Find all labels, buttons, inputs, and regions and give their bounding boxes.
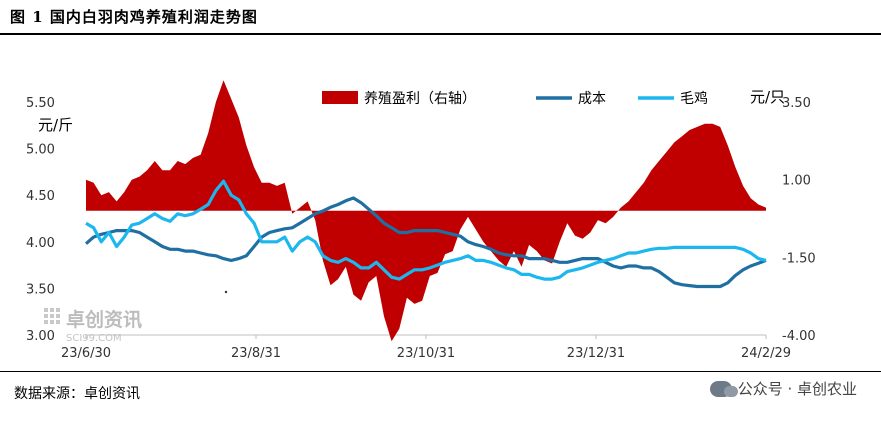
source-note: 数据来源：卓创资讯 [14,386,140,402]
x-tick-label: 23/10/31 [397,346,455,361]
legend-label: 成本 [578,91,606,107]
legend-item: 毛鸡 [638,90,708,107]
left-tick-label: 3.00 [26,329,55,344]
left-tick-label: 4.50 [26,189,55,204]
x-tick-label: 23/6/30 [61,346,111,361]
right-tick-label: 3.50 [782,96,811,111]
watermark-dot [50,308,54,312]
top-rule [0,33,881,35]
watermark-dot [50,320,54,324]
watermark-logo [44,308,60,324]
legend-label: 养殖盈利（右轴） [364,90,476,107]
stray-dot [224,290,228,294]
watermark-dot [50,314,54,318]
broiler-price-line [85,179,767,281]
right-axis-unit: 元/只 [750,88,785,106]
wechat-attribution: 公众号 · 卓创农业 [709,378,857,399]
left-tick-label: 5.00 [26,143,55,158]
right-tick-label: -1.50 [782,251,816,266]
left-tick-label: 4.00 [26,236,55,251]
watermark-dot [44,320,48,324]
x-tick-label: 23/8/31 [231,346,281,361]
x-tick-label: 24/2/29 [741,346,791,361]
left-tick-label: 3.50 [26,282,55,297]
profit-chart: 卓创资讯 SCI99.COM 养殖盈利（右轴） 成本 毛鸡 5.50 5.00 4.50 4… [26,80,816,361]
axes: 5.50 5.00 4.50 4.00 3.50 3.00 元/斤 3.50 1.00 -1.50… [26,88,816,361]
bottom-rule [0,371,881,372]
figure-title: 图 1 国内白羽肉鸡养殖利润走势图 [10,8,258,26]
series [84,80,767,342]
legend-label: 毛鸡 [680,90,708,107]
profit-area [86,80,766,342]
left-tick-label: 5.50 [26,96,55,111]
right-tick-label: -4.00 [782,329,816,344]
left-axis-unit: 元/斤 [38,116,73,134]
legend-item: 养殖盈利（右轴） [322,90,476,107]
watermark: 卓创资讯 SCI99.COM [44,308,142,344]
cost-line [84,196,767,289]
watermark-text: 卓创资讯 [66,308,142,331]
watermark-dot [56,320,60,324]
legend: 养殖盈利（右轴） 成本 毛鸡 [322,90,708,107]
x-tick-label: 23/12/31 [567,346,625,361]
legend-item: 成本 [536,91,606,107]
watermark-dot [56,314,60,318]
watermark-dot [44,308,48,312]
watermark-dot [56,308,60,312]
watermark-sub: SCI99.COM [66,333,122,344]
wechat-icon [709,380,738,397]
legend-swatch [322,91,358,104]
watermark-dot [44,314,48,318]
right-tick-label: 1.00 [782,174,811,189]
wechat-text: 公众号 · 卓创农业 [737,380,857,398]
